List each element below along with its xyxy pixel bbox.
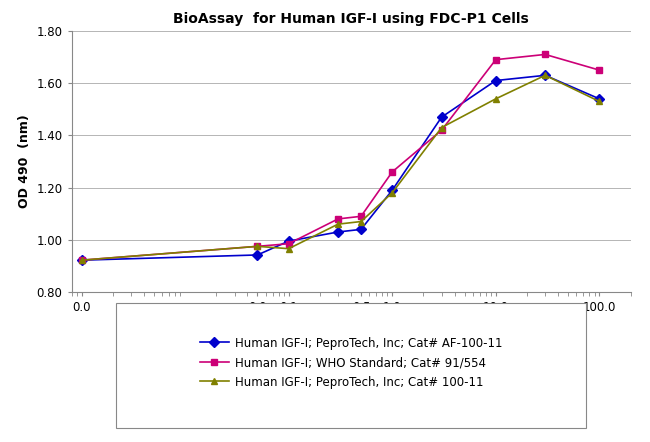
Human IGF-I; PeproTech, Inc; Cat# AF-100-11	[334, 229, 342, 235]
Human IGF-I; WHO Standard; Cat# 91/554	[77, 258, 85, 263]
Human IGF-I; PeproTech, Inc; Cat# 100-11	[254, 244, 261, 249]
Human IGF-I; WHO Standard; Cat# 91/554	[334, 216, 342, 221]
Human IGF-I; PeproTech, Inc; Cat# 100-11	[492, 96, 500, 102]
Human IGF-I; WHO Standard; Cat# 91/554	[541, 52, 549, 57]
FancyBboxPatch shape	[116, 303, 586, 427]
Human IGF-I; PeproTech, Inc; Cat# 100-11	[541, 72, 549, 78]
Human IGF-I; PeproTech, Inc; Cat# AF-100-11	[77, 258, 85, 263]
Title: BioAssay  for Human IGF-I using FDC-P1 Cells: BioAssay for Human IGF-I using FDC-P1 Ce…	[173, 11, 529, 26]
Line: Human IGF-I; PeproTech, Inc; Cat# AF-100-11: Human IGF-I; PeproTech, Inc; Cat# AF-100…	[78, 72, 603, 263]
Human IGF-I; PeproTech, Inc; Cat# AF-100-11	[285, 239, 292, 244]
Human IGF-I; PeproTech, Inc; Cat# 100-11	[437, 125, 445, 130]
Human IGF-I; WHO Standard; Cat# 91/554	[254, 244, 261, 249]
Human IGF-I; PeproTech, Inc; Cat# 100-11	[388, 190, 396, 195]
Human IGF-I; PeproTech, Inc; Cat# 100-11	[595, 99, 603, 104]
Human IGF-I; PeproTech, Inc; Cat# 100-11	[357, 219, 365, 224]
Human IGF-I; WHO Standard; Cat# 91/554	[285, 241, 292, 246]
Y-axis label: OD 490  (nm): OD 490 (nm)	[18, 114, 31, 208]
Human IGF-I; PeproTech, Inc; Cat# 100-11	[285, 246, 292, 251]
Line: Human IGF-I; WHO Standard; Cat# 91/554: Human IGF-I; WHO Standard; Cat# 91/554	[78, 51, 603, 263]
Legend: Human IGF-I; PeproTech, Inc; Cat# AF-100-11, Human IGF-I; WHO Standard; Cat# 91/: Human IGF-I; PeproTech, Inc; Cat# AF-100…	[194, 331, 508, 395]
Human IGF-I; PeproTech, Inc; Cat# AF-100-11	[437, 114, 445, 120]
Human IGF-I; PeproTech, Inc; Cat# AF-100-11	[254, 252, 261, 258]
Human IGF-I; WHO Standard; Cat# 91/554	[595, 68, 603, 73]
Human IGF-I; PeproTech, Inc; Cat# AF-100-11	[541, 72, 549, 78]
Human IGF-I; WHO Standard; Cat# 91/554	[388, 169, 396, 175]
X-axis label: h-IGF-I (ng/ml) (log scale): h-IGF-I (ng/ml) (log scale)	[261, 320, 441, 333]
Line: Human IGF-I; PeproTech, Inc; Cat# 100-11: Human IGF-I; PeproTech, Inc; Cat# 100-11	[78, 72, 603, 263]
Human IGF-I; WHO Standard; Cat# 91/554	[492, 57, 500, 62]
Human IGF-I; PeproTech, Inc; Cat# 100-11	[334, 221, 342, 227]
Human IGF-I; PeproTech, Inc; Cat# AF-100-11	[595, 96, 603, 102]
Human IGF-I; PeproTech, Inc; Cat# AF-100-11	[357, 227, 365, 232]
Human IGF-I; WHO Standard; Cat# 91/554	[437, 127, 445, 133]
Human IGF-I; WHO Standard; Cat# 91/554	[357, 213, 365, 219]
Human IGF-I; PeproTech, Inc; Cat# AF-100-11	[492, 78, 500, 83]
Human IGF-I; PeproTech, Inc; Cat# AF-100-11	[388, 187, 396, 193]
Human IGF-I; PeproTech, Inc; Cat# 100-11	[77, 258, 85, 263]
